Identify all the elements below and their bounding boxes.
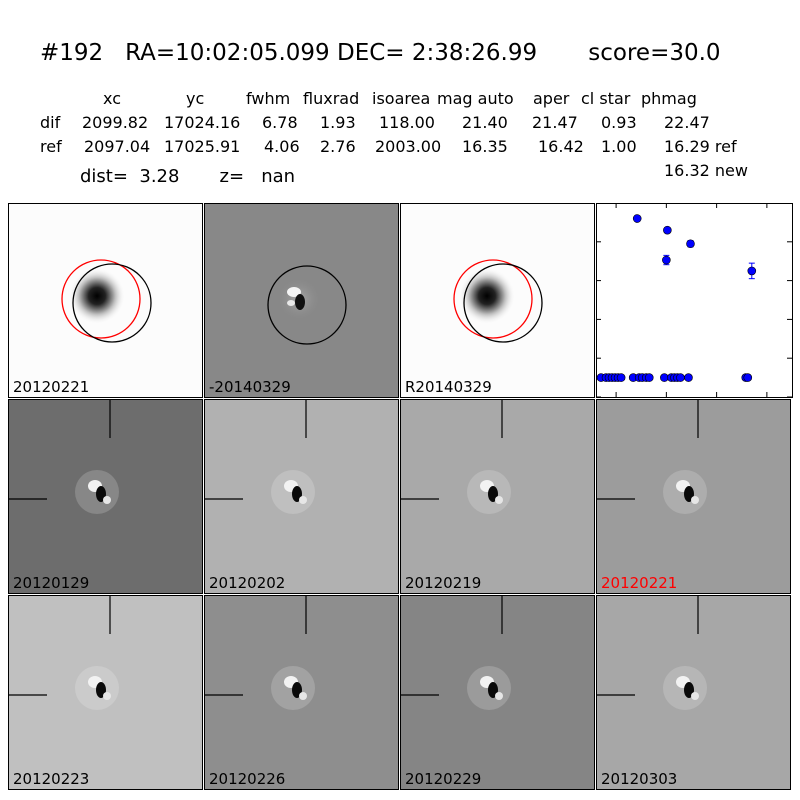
ref-position-circle [61,259,141,339]
stamp-image [205,596,398,789]
stamp-top-0[interactable]: 20120221 [8,203,203,398]
stamp-label: 20120221 [601,574,678,592]
ref-fluxrad: 2.76 [320,137,356,156]
diff-stamp-image [205,204,398,397]
dif-aper: 21.47 [532,113,578,132]
header-fluxrad: fluxrad [303,89,360,108]
light-curve-chart: 212223242526-50050100 [596,203,793,418]
ref-xc: 2097.04 [84,137,151,156]
row-label-ref: ref [40,137,62,156]
stamp-cell[interactable]: 20120229 [400,595,595,790]
stamp-label: 20120226 [209,770,286,788]
ref-stamp-image [401,204,594,397]
new-phmag: 16.32 new [664,161,748,180]
stamp-cell[interactable]: 20120219 [400,399,595,594]
stamp-cell[interactable]: 20120221 [596,399,791,594]
dif-isoarea: 118.00 [379,113,435,132]
stamp-image [401,596,594,789]
stamp-cell[interactable]: 20120226 [204,595,399,790]
header-cl-star: cl star [581,89,631,108]
stamp-label: 20120229 [405,770,482,788]
data-point [644,373,654,382]
stamp-label: -20140329 [209,378,291,396]
ref-yc: 17025.91 [164,137,241,156]
header-phmag: phmag [641,89,697,108]
dif-fwhm: 6.78 [262,113,298,132]
data-point [663,225,672,235]
data-point [616,373,626,382]
stamp-cell[interactable]: 20120223 [8,595,203,790]
stamp-label: 20120202 [209,574,286,592]
ref-aper: 16.42 [538,137,584,156]
ref-isoarea: 2003.00 [375,137,442,156]
stamp-label: 20120223 [13,770,90,788]
diff-position-circle [72,263,152,343]
stamp-cell[interactable]: 20120129 [8,399,203,594]
stamp-cell[interactable]: 20120202 [204,399,399,594]
ref-phmag: 16.29 ref [664,137,737,156]
header-yc: yc [186,89,205,108]
dif-mag-auto: 21.40 [462,113,508,132]
row-label-dif: dif [40,113,61,132]
data-point [662,255,671,265]
ref-mag-auto: 16.35 [462,137,508,156]
stamp-image [9,596,202,789]
ref-fwhm: 4.06 [264,137,300,156]
data-point [632,214,642,223]
candidate-title: #192 RA=10:02:05.099 DEC= 2:38:26.99 sco… [40,40,721,66]
dif-phmag: 22.47 [664,113,710,132]
stamp-label: 20120129 [13,574,90,592]
stamp-label: 20120221 [13,378,90,396]
data-point [684,373,693,382]
dif-cl-star: 0.93 [601,113,637,132]
stamp-cell[interactable]: 20120303 [596,595,791,790]
data-point [686,239,695,249]
header-isoarea: isoarea [372,89,431,108]
data-point [747,266,757,276]
stamp-label: 20120303 [601,770,678,788]
stamp-image [597,596,790,789]
stamp-image [597,400,790,593]
stamp-top-2[interactable]: R20140329 [400,203,595,398]
stamp-top-1[interactable]: -20140329 [204,203,399,398]
data-point [743,373,753,382]
stamp-image [9,400,202,593]
stamp-image [205,400,398,593]
header-mag-auto: mag auto [437,89,514,108]
dif-xc: 2099.82 [82,113,149,132]
header-xc: xc [103,89,121,108]
stamp-image [401,400,594,593]
data-point [676,373,685,382]
dif-fluxrad: 1.93 [320,113,356,132]
ref-stamp-image [9,204,202,397]
plot-frame [596,203,793,398]
stamp-label: 20120219 [405,574,482,592]
dif-yc: 17024.16 [164,113,241,132]
stamp-label: R20140329 [405,378,492,396]
ref-cl-star: 1.00 [601,137,637,156]
header-aper: aper [533,89,570,108]
header-fwhm: fwhm [246,89,291,108]
dist-z-line: dist= 3.28 z= nan [80,166,296,187]
